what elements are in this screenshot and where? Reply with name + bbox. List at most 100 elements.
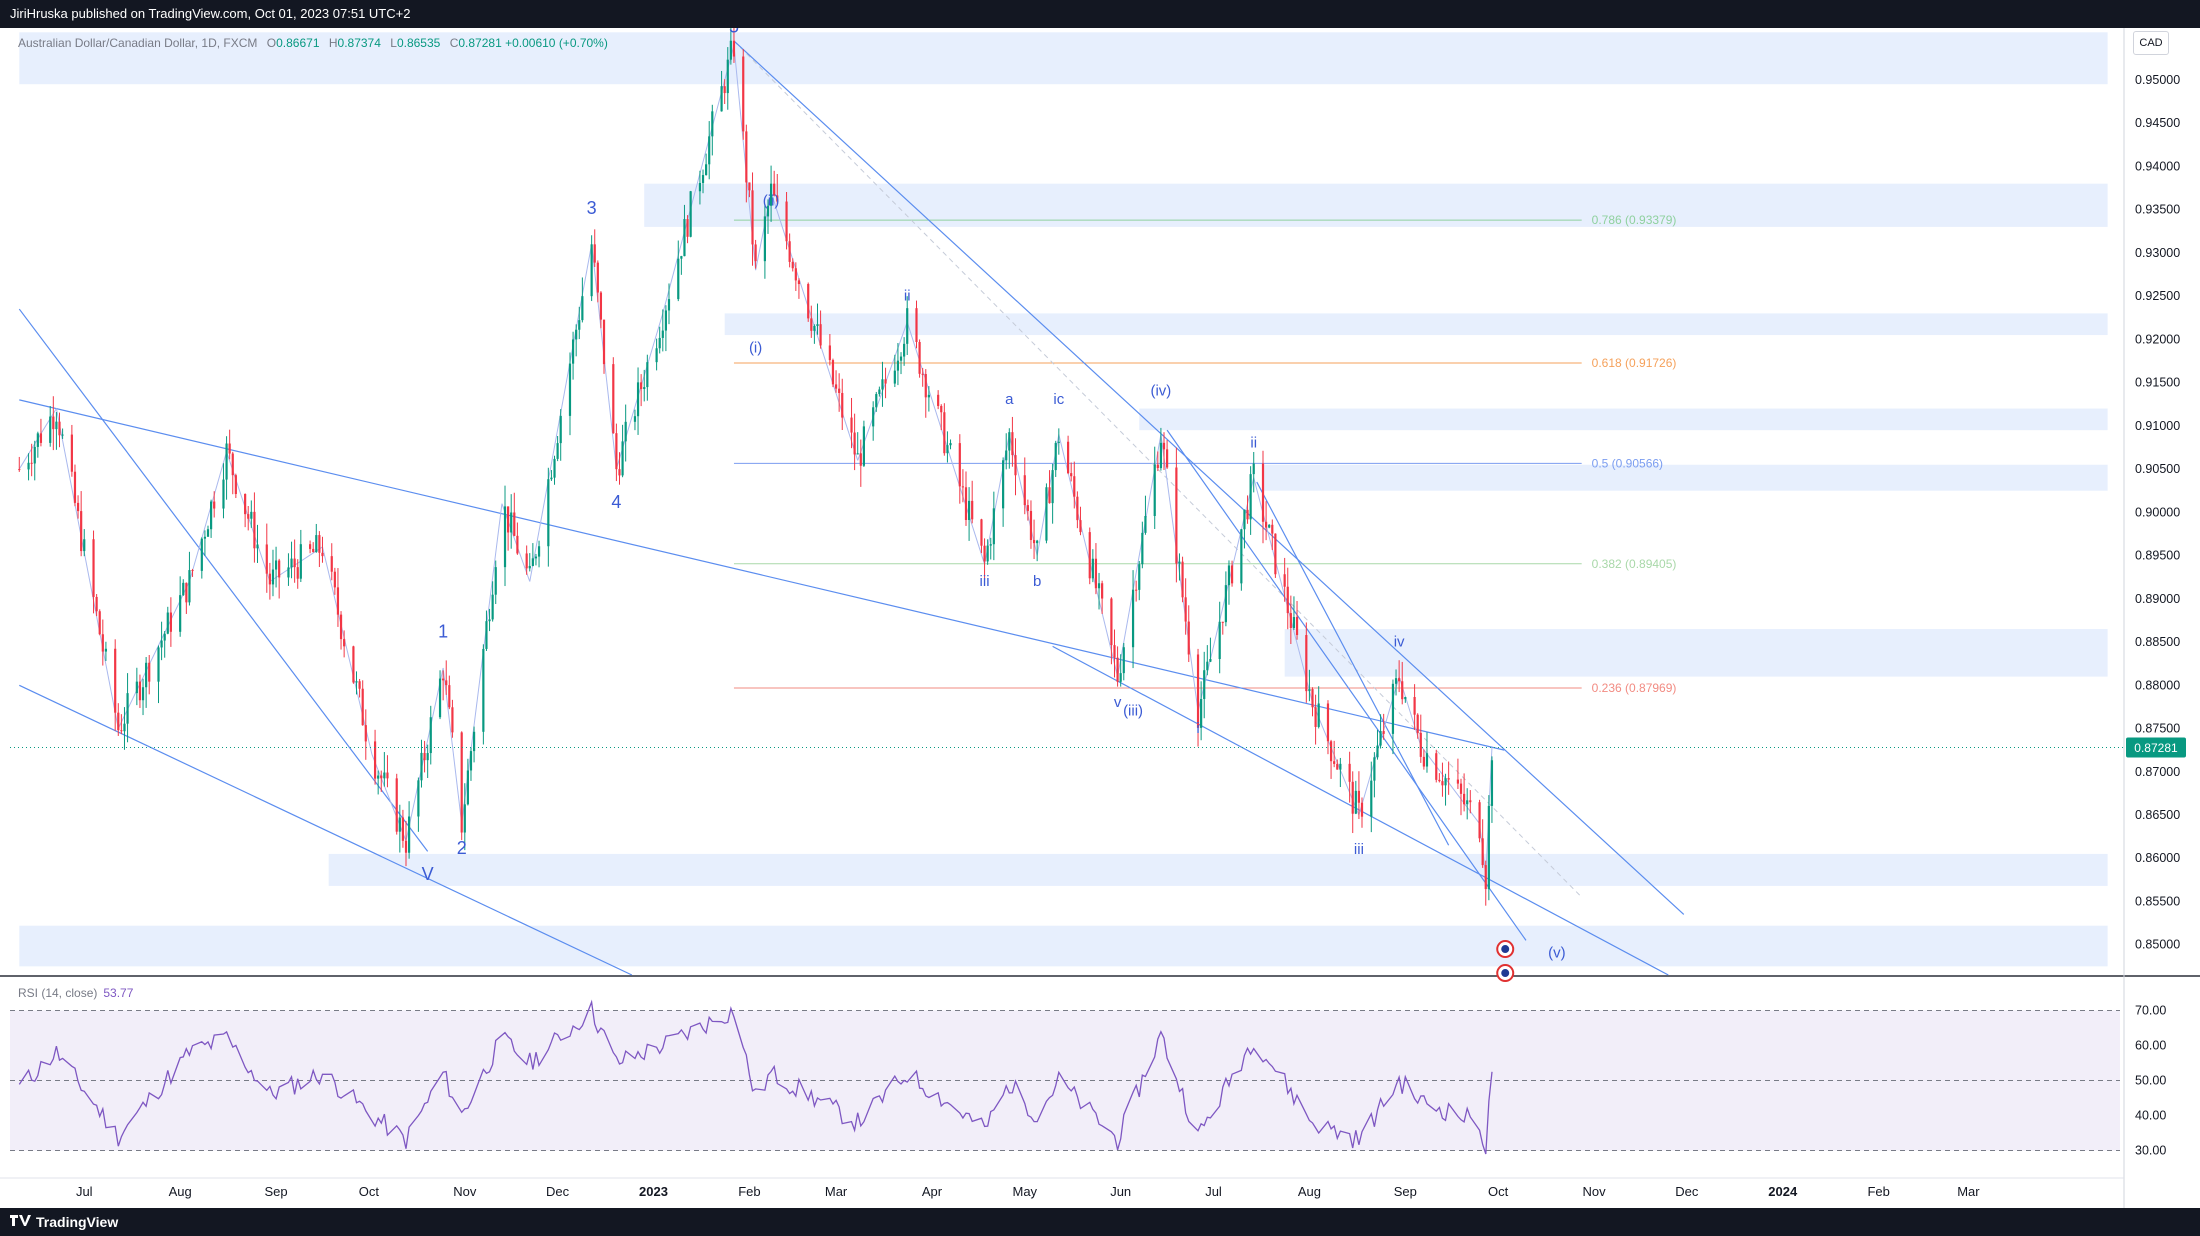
candle-body: [1246, 509, 1249, 520]
tradingview-logo[interactable]: TradingView: [10, 1208, 118, 1236]
candle-body: [315, 535, 318, 553]
candle-body: [386, 772, 389, 779]
price-tick-label: 0.91500: [2135, 376, 2180, 390]
candle-body: [364, 725, 367, 742]
candle-body: [1159, 442, 1163, 469]
candle-body: [1218, 621, 1221, 660]
chart-canvas[interactable]: 0.786 (0.93379) 0.618 (0.91726) 0.5 (0.905…: [0, 28, 2200, 1208]
time-tick-label: Oct: [359, 1184, 380, 1199]
candle-body: [729, 40, 732, 60]
candle-body: [55, 421, 58, 430]
candle-body: [61, 434, 64, 436]
candle-body: [438, 678, 442, 718]
candle-body: [460, 732, 463, 833]
candle-body: [27, 462, 30, 470]
candle-body: [268, 573, 271, 585]
rsi-tick-label: 60.00: [2135, 1039, 2166, 1053]
candle-body: [1026, 505, 1029, 511]
wave-label: (i): [749, 339, 762, 356]
candle-body: [33, 446, 36, 464]
footer-bar: TradingView: [0, 1208, 2200, 1236]
candle-body: [1119, 673, 1122, 682]
candle-body: [513, 512, 516, 536]
candle-body: [1088, 532, 1091, 579]
candle-body: [853, 432, 856, 455]
fib-level-label: 0.382 (0.89405): [1592, 557, 1677, 571]
time-tick-label: Apr: [922, 1184, 943, 1199]
price-tick-label: 0.87000: [2135, 765, 2180, 779]
candle-body: [1447, 778, 1450, 780]
candle-body: [1379, 731, 1382, 746]
wave-label: iv: [1394, 633, 1405, 650]
candle-body: [640, 382, 643, 390]
candle-body: [1466, 800, 1469, 805]
candle-body: [135, 681, 138, 694]
candle-body: [160, 640, 163, 648]
candle-body: [701, 175, 705, 183]
support-resistance-zone: [1263, 464, 2108, 491]
candle-body: [18, 469, 21, 471]
candle-body: [1011, 432, 1014, 456]
candle-body: [206, 529, 210, 537]
price-tick-label: 0.92000: [2135, 332, 2180, 346]
trendline: [18, 308, 429, 852]
candle-body: [850, 417, 853, 433]
candle-body: [469, 751, 473, 771]
currency-button[interactable]: CAD: [2133, 31, 2169, 55]
candle-body: [507, 506, 510, 533]
candle-body: [711, 111, 714, 137]
candle-body: [590, 244, 593, 297]
candle-body: [1308, 689, 1311, 692]
wave-zigzag-segment: [321, 546, 373, 755]
candle-body: [358, 681, 361, 689]
candle-body: [797, 280, 801, 285]
candle-body: [101, 634, 104, 652]
wave-label: (iv): [1150, 383, 1171, 400]
candle-body: [1008, 432, 1011, 451]
candle-body: [838, 388, 841, 393]
fib-level-label: 0.5 (0.90566): [1592, 456, 1663, 470]
rsi-tick-label: 70.00: [2135, 1004, 2166, 1018]
candle-body: [148, 662, 151, 682]
time-tick-label: Jul: [76, 1184, 93, 1199]
time-tick-label: Sep: [1394, 1184, 1417, 1199]
candle-body: [754, 244, 757, 262]
trendline: [1166, 429, 1527, 941]
candle-body: [491, 594, 494, 620]
time-tick-label: May: [1012, 1184, 1037, 1199]
support-resistance-zone: [19, 32, 2108, 85]
candle-body: [658, 337, 661, 349]
candle-body: [664, 310, 667, 331]
candle-body: [683, 219, 686, 257]
candle-body: [83, 539, 86, 552]
time-tick-label: Dec: [1675, 1184, 1699, 1199]
time-tick-label: Jun: [1110, 1184, 1131, 1199]
candle-body: [1487, 805, 1490, 890]
candle-body: [1419, 732, 1422, 757]
candle-body: [862, 426, 866, 466]
candle-body: [321, 552, 324, 557]
zone-layer: [19, 32, 2108, 967]
candle-body: [745, 131, 748, 183]
candle-body: [191, 570, 194, 572]
time-tick-label: 2024: [1768, 1184, 1798, 1199]
candle-body: [138, 681, 142, 701]
candle-body: [689, 191, 692, 237]
candle-body: [377, 775, 380, 779]
candle-body: [1178, 561, 1181, 564]
candle-body: [769, 183, 773, 206]
rsi-tick-label: 50.00: [2135, 1074, 2166, 1088]
candle-body: [550, 477, 553, 480]
wave-zigzag-segment: [117, 581, 190, 729]
candle-body: [1456, 779, 1460, 784]
candle-body: [76, 502, 80, 512]
candle-body: [1122, 647, 1125, 674]
wave-zigzag-segment: [1058, 434, 1119, 677]
candle-body: [899, 356, 903, 361]
candle-body: [355, 681, 358, 683]
candle-body: [1230, 565, 1234, 584]
candle-body: [1227, 565, 1231, 586]
candle-body: [1097, 583, 1101, 589]
candle-body: [451, 707, 454, 733]
price-tick-label: 0.85500: [2135, 894, 2180, 908]
